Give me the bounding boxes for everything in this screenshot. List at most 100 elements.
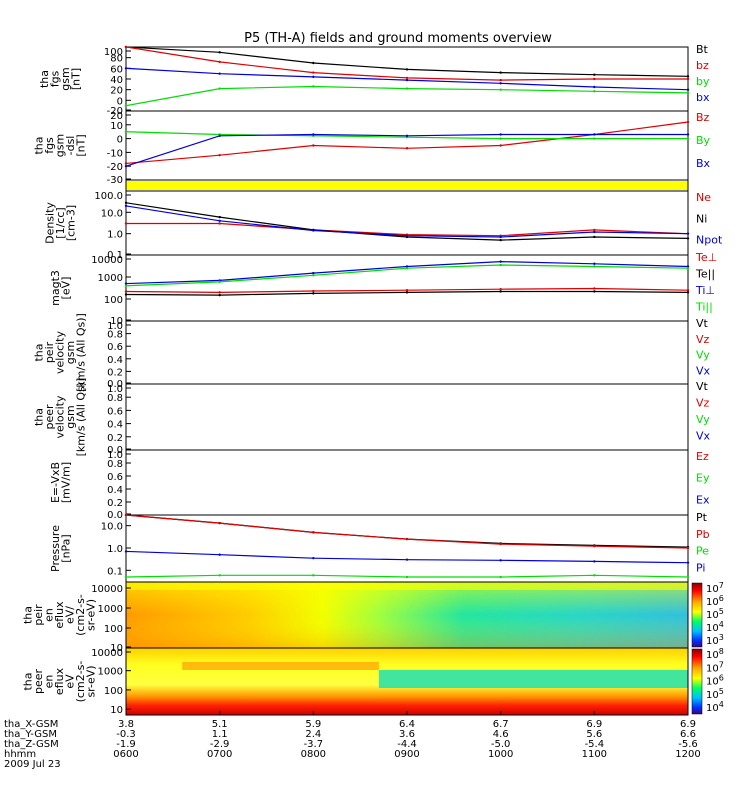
data-point — [124, 513, 128, 517]
y-tick-label: -20 — [107, 106, 123, 117]
legend-entry: bx — [696, 91, 710, 104]
data-point — [593, 235, 596, 239]
data-point — [312, 133, 315, 136]
data-point — [218, 291, 221, 294]
data-point — [124, 284, 128, 287]
legend-entry: Vz — [696, 333, 710, 346]
y-tick-label: -30 — [107, 175, 123, 186]
y-tick-label: 0.4 — [107, 485, 123, 496]
data-point — [312, 556, 315, 560]
colorbar-label: 106 — [706, 674, 724, 688]
x-tick-label-z: -5.4 — [585, 739, 605, 750]
y-tick-label: 0.1 — [107, 250, 123, 261]
y-axis-label-line: [cm-3] — [65, 205, 78, 241]
y-tick-label: 20 — [110, 86, 123, 97]
data-point — [499, 88, 502, 91]
y-tick-label: 60 — [110, 64, 123, 75]
data-point — [405, 78, 409, 82]
y-axis-label-line: gsm — [64, 405, 77, 428]
data-point — [686, 75, 690, 78]
y-axis-label: Density[1/cc][cm-3] — [44, 202, 78, 244]
y-axis-label-line: fgs — [49, 70, 62, 87]
x-tick-label-z: -5.6 — [678, 739, 698, 750]
y-tick-label: 100 — [104, 295, 123, 306]
y-tick-label: 1.0 — [107, 321, 123, 332]
chart-title: P5 (TH-A) fields and ground moments over… — [244, 31, 552, 46]
colorbar-exponent: 4 — [719, 700, 724, 709]
y-axis-label-line: gsm — [54, 134, 67, 157]
x-tick-label-z: -4.4 — [397, 739, 417, 750]
data-point — [499, 238, 502, 242]
y-tick-label: 1000 — [98, 604, 123, 615]
x-tick-label-t: 1200 — [675, 749, 700, 760]
y-axis-label-line: sr-eV) — [85, 665, 98, 697]
data-point — [499, 133, 502, 136]
legend-entry: Vy — [696, 349, 710, 362]
y-tick-label: 0.4 — [107, 420, 123, 431]
y-tick-label: 20 — [110, 111, 123, 122]
y-tick-label: 10000 — [91, 648, 123, 659]
panel-peir_vel: 1.00.80.60.40.20.0thapeirvelocitygsm[km/… — [33, 313, 711, 392]
legend-entry: Vt — [696, 380, 709, 393]
data-point — [124, 130, 128, 133]
data-point — [593, 77, 596, 81]
data-point — [499, 263, 502, 267]
data-point — [312, 531, 315, 534]
data-point — [312, 289, 315, 293]
series-bx — [125, 133, 688, 167]
data-point — [124, 165, 128, 168]
data-point — [124, 222, 128, 225]
data-point — [218, 222, 221, 225]
y-axis-label-line: tha — [22, 672, 35, 690]
data-point — [124, 162, 128, 165]
data-point — [499, 287, 502, 291]
y-tick-label: 10.0 — [101, 208, 123, 219]
data-point — [312, 292, 315, 295]
data-point — [124, 282, 128, 285]
data-point — [218, 219, 221, 223]
data-point — [686, 91, 690, 95]
data-point — [499, 82, 502, 85]
data-point — [686, 88, 690, 91]
y-tick-label: -20 — [107, 162, 123, 173]
data-point — [405, 234, 409, 237]
legend-entry: By — [696, 134, 711, 147]
y-axis-label-line: fgs — [43, 137, 56, 154]
legend-entry: Vz — [696, 397, 710, 410]
y-axis-label-line: magt3 — [49, 270, 62, 306]
y-axis-label-line: Density — [44, 202, 57, 244]
x-tick-label-t: 0600 — [113, 749, 138, 760]
data-point — [218, 87, 221, 90]
legend-entry: Bz — [696, 111, 710, 124]
x-tick-label-x: 6.9 — [586, 719, 602, 730]
legend-entry: Te|| — [695, 268, 715, 281]
y-axis-label-line: peer — [43, 404, 56, 430]
colorbar-label: 103 — [706, 633, 724, 647]
y-axis-label-line: peer — [32, 669, 45, 695]
y-axis-label-line: -dsl — [64, 136, 77, 156]
colorbar-exponent: 5 — [719, 607, 724, 616]
y-axis-label-line: [km/s (All Qs)] — [75, 313, 88, 392]
data-point — [124, 290, 128, 293]
x-row-label: 2009 Jul 23 — [4, 759, 61, 770]
data-point — [686, 232, 690, 235]
x-tick-label-x: 6.9 — [680, 719, 696, 730]
y-axis-label: E=-VxB[mV/m] — [49, 462, 73, 503]
y-tick-label: 10000 — [91, 584, 123, 595]
y-axis-label-line: eV — [64, 674, 77, 689]
colorbar-label: 108 — [706, 647, 724, 661]
panel-frame — [125, 449, 689, 516]
y-tick-label: 1.0 — [107, 230, 123, 241]
data-point — [593, 133, 596, 136]
y-tick-label: 0.8 — [107, 393, 123, 404]
y-axis-label-line: (cm2-s- — [74, 661, 87, 703]
y-axis-label-line: peir — [43, 341, 56, 363]
data-point — [686, 561, 690, 564]
data-point — [405, 87, 409, 90]
y-tick-label: 40 — [110, 75, 123, 86]
colorbar-label: 104 — [706, 700, 724, 714]
data-point — [593, 73, 596, 76]
